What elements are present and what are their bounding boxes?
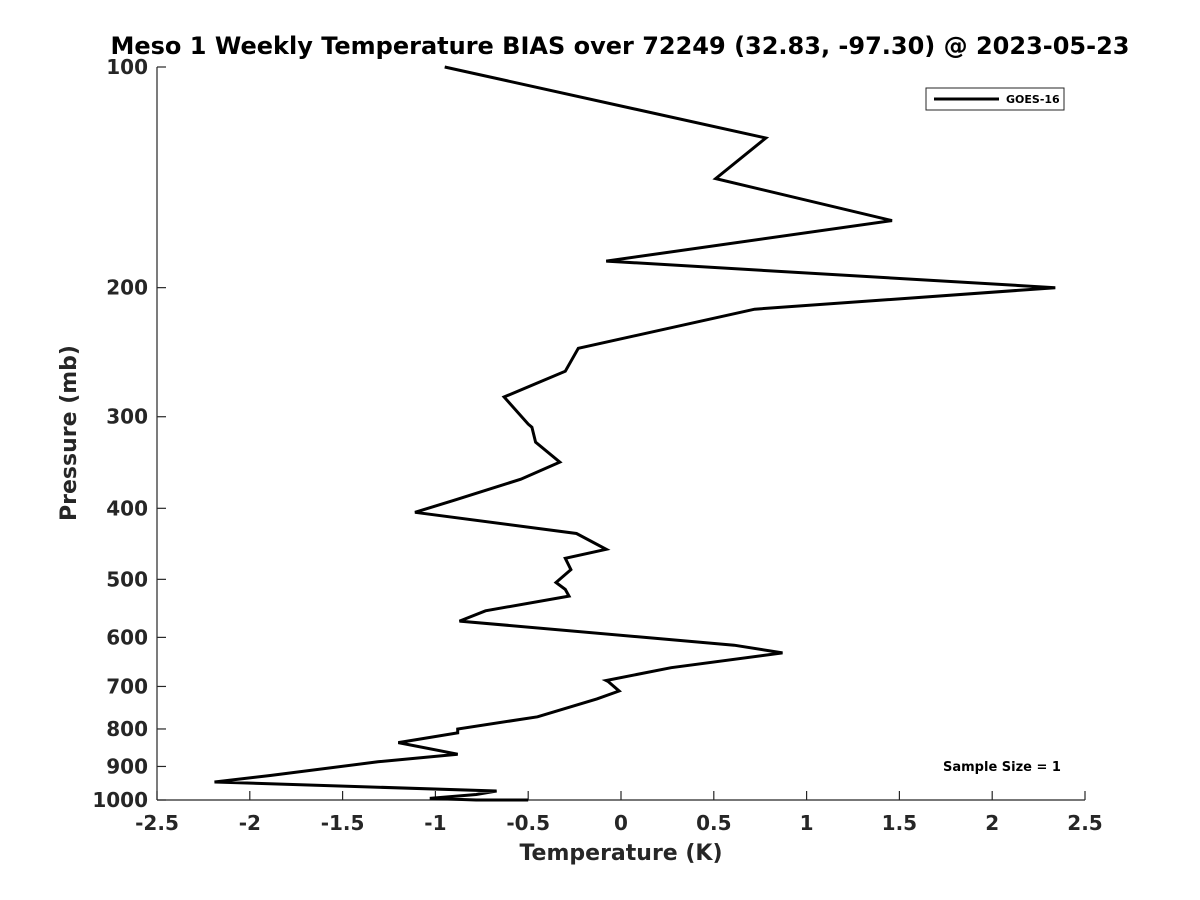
y-tick-label: 500 [106, 567, 148, 591]
x-tick-label: 1.5 [882, 811, 917, 835]
legend: GOES-16 [925, 87, 1065, 111]
x-tick-label: 0 [614, 811, 628, 835]
plot-frame [157, 67, 1085, 800]
plot-area: -2.5 -2 -1.5 -1 -0.5 0 0.5 1 1.5 2 2.5 100 200 300 40… [92, 55, 1102, 835]
x-ticks: -2.5 -2 -1.5 -1 -0.5 0 0.5 1 1.5 2 2.5 [135, 791, 1103, 835]
y-tick-label: 100 [106, 55, 148, 79]
x-tick-label: 2 [985, 811, 999, 835]
y-tick-label: 300 [106, 405, 148, 429]
y-tick-label: 900 [106, 754, 148, 778]
sample-size-annotation: Sample Size = 1 [943, 760, 1061, 775]
x-tick-label: -1.5 [321, 811, 365, 835]
x-tick-label: -2 [239, 811, 261, 835]
y-tick-label: 800 [106, 717, 148, 741]
y-tick-label: 700 [106, 674, 148, 698]
y-tick-label: 200 [106, 276, 148, 300]
y-tick-label: 1000 [92, 788, 148, 812]
x-axis-label: Temperature (K) [519, 841, 722, 866]
chart-title: Meso 1 Weekly Temperature BIAS over 7224… [110, 32, 1129, 60]
legend-label-goes-16: GOES-16 [1006, 93, 1060, 106]
y-tick-label: 600 [106, 625, 148, 649]
y-ticks: 100 200 300 400 500 600 700 800 900 1000 [92, 55, 166, 812]
series-line-goes-16 [214, 65, 1056, 802]
x-tick-label: -1 [424, 811, 446, 835]
y-tick-label: 400 [106, 496, 148, 520]
x-tick-label: -2.5 [135, 811, 179, 835]
y-axis-label: Pressure (mb) [57, 345, 82, 521]
x-tick-label: 2.5 [1067, 811, 1102, 835]
x-tick-label: 1 [800, 811, 814, 835]
x-tick-label: 0.5 [696, 811, 731, 835]
x-tick-label: -0.5 [506, 811, 550, 835]
